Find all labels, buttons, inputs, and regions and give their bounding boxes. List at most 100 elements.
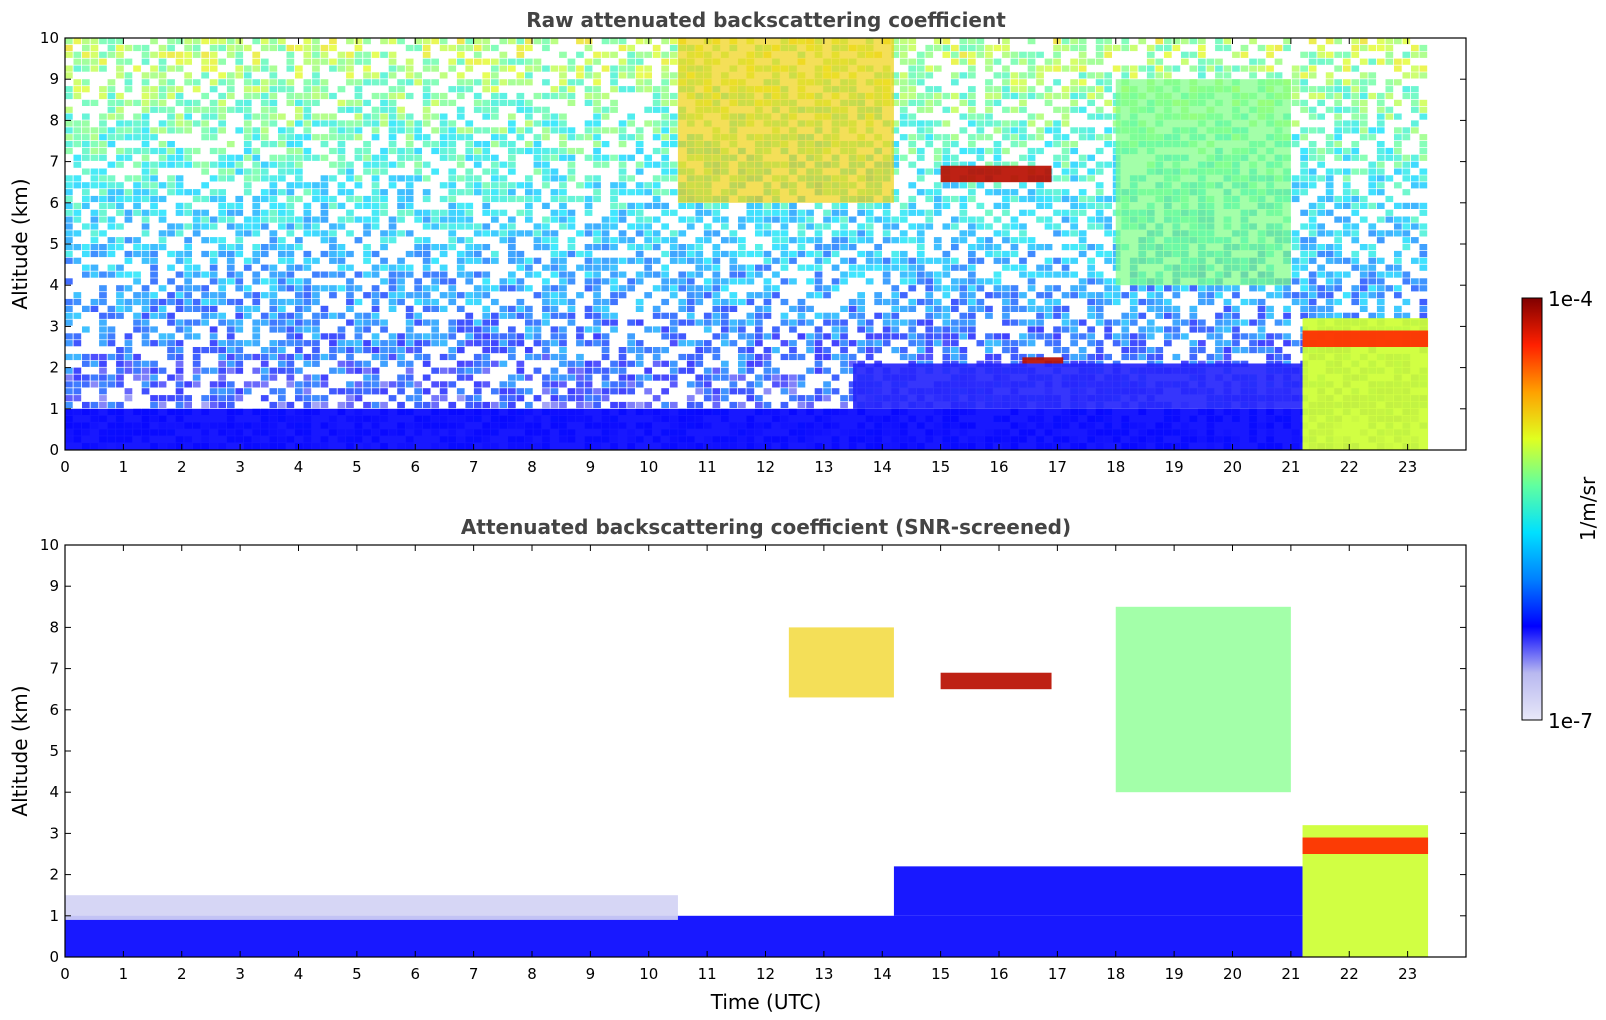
- x-tick-label: 16: [989, 458, 1008, 476]
- feature-cloud-top: [1022, 357, 1064, 364]
- y-axis-label: Altitude (km): [8, 178, 32, 309]
- x-axis: 0 1 2 3 4 5 6 7 8 9 10 11 12 13 14 15 16 17 18 19 20 21 22 23: [60, 545, 1417, 983]
- colorbar-unit-label: 1/m/sr: [1576, 476, 1600, 541]
- colorbar-scale: [1521, 297, 1543, 721]
- x-tick-label: 1: [119, 458, 129, 476]
- x-tick-label: 7: [469, 458, 479, 476]
- x-tick-label: 13: [814, 965, 833, 983]
- panel-snr-screened: Attenuated backscattering coefficient (S…: [8, 515, 1467, 1014]
- x-tick-label: 6: [410, 458, 420, 476]
- x-tick-label: 10: [639, 965, 658, 983]
- y-tick-label: 3: [49, 317, 59, 335]
- y-tick-label: 2: [49, 359, 59, 377]
- panel-title: Attenuated backscattering coefficient (S…: [461, 515, 1071, 539]
- y-tick-label: 1: [49, 400, 59, 418]
- x-tick-label: 1: [119, 965, 129, 983]
- feature-boundary-layer: [65, 408, 1303, 450]
- feature-cloud-base: [1302, 837, 1429, 854]
- plot-area: [65, 38, 1466, 450]
- y-tick-label: 7: [49, 660, 59, 678]
- colorbar-max-label: 1e-4: [1548, 287, 1593, 311]
- panel-title: Raw attenuated backscattering coefficien…: [526, 8, 1006, 32]
- x-tick-label: 15: [931, 458, 950, 476]
- x-tick-label: 22: [1340, 458, 1359, 476]
- x-tick-label: 21: [1281, 458, 1300, 476]
- y-tick-label: 0: [49, 948, 59, 966]
- y-tick-label: 2: [49, 866, 59, 884]
- y-axis: 0 1 2 3 4 5 6 7 8 9 10: [40, 29, 1466, 459]
- x-tick-label: 17: [1048, 965, 1067, 983]
- feature-boundary-layer: [65, 915, 1303, 957]
- y-tick-label: 8: [49, 111, 59, 129]
- feature-cloud-band: [940, 165, 1052, 183]
- x-tick-label: 12: [756, 458, 775, 476]
- x-tick-label: 6: [410, 965, 420, 983]
- x-tick-label: 14: [873, 458, 892, 476]
- y-tick-label: 0: [49, 441, 59, 459]
- y-tick-label: 6: [49, 701, 59, 719]
- feature-boundary-layer-top-faint-: [65, 895, 678, 920]
- x-tick-label: 9: [586, 965, 596, 983]
- y-tick-label: 9: [49, 70, 59, 88]
- feature-cirrus: [677, 38, 894, 203]
- x-tick-label: 17: [1048, 458, 1067, 476]
- colorbar: 1e-4 1e-7 1/m/sr: [1521, 287, 1600, 733]
- x-tick-label: 12: [756, 965, 775, 983]
- x-tick-label: 13: [814, 458, 833, 476]
- y-tick-label: 6: [49, 194, 59, 212]
- x-tick-label: 11: [698, 458, 717, 476]
- plot-area: [65, 545, 1466, 957]
- x-tick-label: 3: [235, 965, 245, 983]
- x-tick-label: 0: [60, 965, 70, 983]
- x-tick-label: 11: [698, 965, 717, 983]
- x-tick-label: 19: [1165, 965, 1184, 983]
- y-axis-label: Altitude (km): [8, 685, 32, 816]
- x-tick-label: 18: [1106, 458, 1125, 476]
- x-axis: 0 1 2 3 4 5 6 7 8 9 10 11 12 13 14 15 16 17 18 19 20 21 22 23: [60, 38, 1417, 476]
- y-axis: 0 1 2 3 4 5 6 7 8 9 10: [40, 536, 1466, 966]
- x-tick-label: 4: [294, 458, 304, 476]
- y-tick-label: 1: [49, 907, 59, 925]
- x-tick-label: 20: [1223, 458, 1242, 476]
- panel-raw: Raw attenuated backscattering coefficien…: [8, 8, 1467, 476]
- x-tick-label: 5: [352, 965, 362, 983]
- x-tick-label: 10: [639, 458, 658, 476]
- x-axis-label: Time (UTC): [710, 990, 822, 1014]
- x-tick-label: 8: [527, 458, 537, 476]
- y-tick-label: 5: [49, 742, 59, 760]
- x-tick-label: 20: [1223, 965, 1242, 983]
- feature-cloud-base: [1302, 330, 1429, 347]
- x-tick-label: 15: [931, 965, 950, 983]
- x-tick-label: 23: [1398, 458, 1417, 476]
- feature-fall-streaks: [1115, 606, 1291, 793]
- x-tick-label: 18: [1106, 965, 1125, 983]
- feature-residual-aerosol-layer: [893, 866, 1303, 916]
- colorbar-min-label: 1e-7: [1548, 709, 1593, 733]
- y-tick-label: 10: [40, 29, 59, 47]
- y-tick-label: 7: [49, 153, 59, 171]
- x-tick-label: 23: [1398, 965, 1417, 983]
- x-tick-label: 9: [586, 458, 596, 476]
- feature-cirrus-fragments: [788, 627, 894, 698]
- y-tick-label: 4: [49, 276, 59, 294]
- x-tick-label: 5: [352, 458, 362, 476]
- y-tick-label: 9: [49, 577, 59, 595]
- y-tick-label: 4: [49, 783, 59, 801]
- feature-residual-aerosol-layer: [853, 363, 1303, 409]
- x-tick-label: 21: [1281, 965, 1300, 983]
- x-tick-label: 2: [177, 458, 187, 476]
- x-tick-label: 7: [469, 965, 479, 983]
- x-tick-label: 22: [1340, 965, 1359, 983]
- x-tick-label: 3: [235, 458, 245, 476]
- x-tick-label: 4: [294, 965, 304, 983]
- x-tick-label: 14: [873, 965, 892, 983]
- x-tick-label: 0: [60, 458, 70, 476]
- y-tick-label: 8: [49, 618, 59, 636]
- x-tick-label: 2: [177, 965, 187, 983]
- x-tick-label: 16: [989, 965, 1008, 983]
- feature-fall-streaks: [1115, 79, 1291, 286]
- x-tick-label: 8: [527, 965, 537, 983]
- feature-cloud-band: [940, 672, 1052, 690]
- y-tick-label: 10: [40, 536, 59, 554]
